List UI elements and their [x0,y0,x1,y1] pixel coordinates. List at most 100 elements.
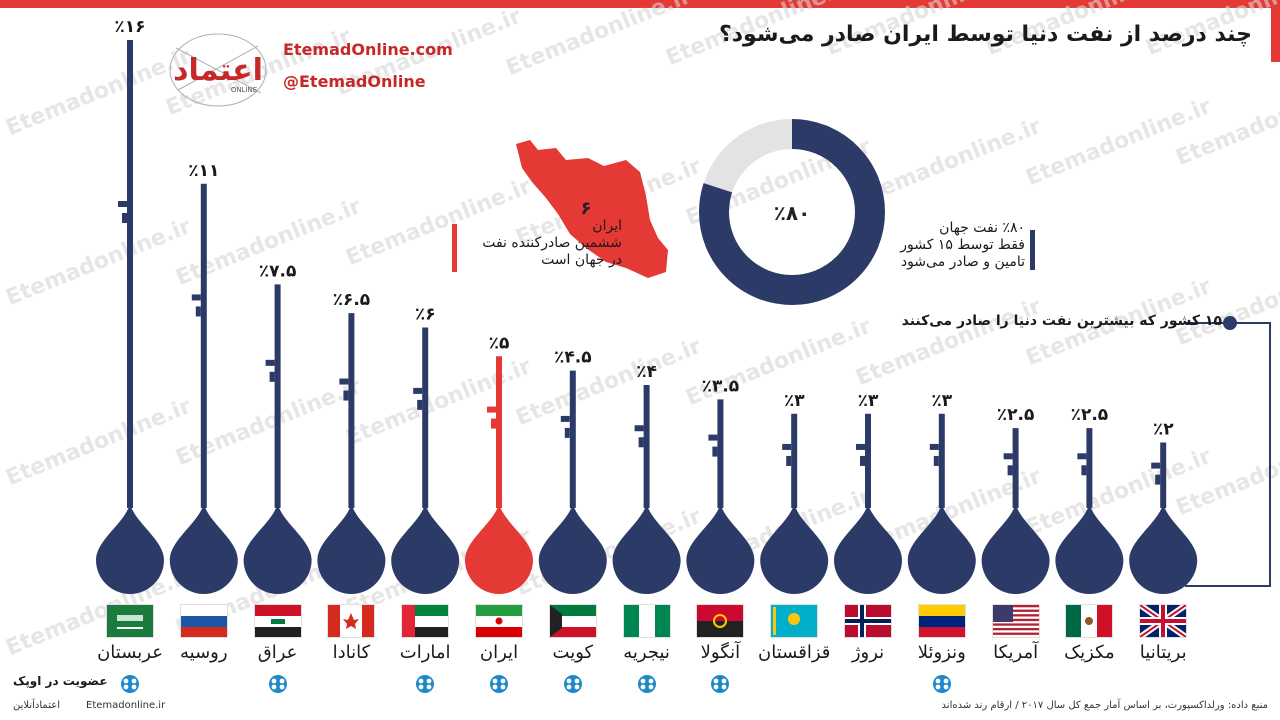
country-label: قزاقستان [758,642,831,663]
bar-fitting [269,371,275,382]
brand-url[interactable]: EtemadOnline.com [283,40,453,59]
country-label: ونزوئلا [917,642,966,663]
oil-drop-9 [760,504,829,594]
value-label: ٪۶.۵ [333,290,371,310]
oil-drop-2 [243,504,312,594]
country-label: عراق [257,642,298,663]
value-label: ٪۴.۵ [554,348,592,368]
legend-label: ۱۵ کشور که بیشترین نفت دنیا را صادر می‌ک… [901,313,1222,329]
svg-text:اعتماد: اعتماد [173,53,263,88]
country-flag-13 [1065,604,1114,638]
footer-url[interactable]: Etemadonline.ir [86,700,166,711]
donut-caption-bar [1030,230,1035,270]
value-label: ٪۲.۵ [997,405,1035,425]
bar-fitting [782,443,792,450]
value-label: ٪۳ [858,391,879,411]
oil-drop-6 [538,504,607,594]
bar-fitting [413,387,423,394]
oil-share-donut: ٪۸۰ [699,119,885,305]
country-flag-1 [179,604,228,638]
bar-fitting [487,406,496,413]
bar-fitting [343,390,349,401]
bar-stem-6 [569,370,576,508]
bar-fitting [560,415,570,422]
country-label: بریتانیا [1139,642,1187,663]
opec-icon [489,674,509,694]
oil-drop-0 [95,504,164,595]
value-label: ٪۲.۵ [1071,405,1109,425]
country-label: عربستان [97,642,163,663]
bar-fitting [564,427,570,438]
donut-caption: ٪۸۰ نفت جهان فقط توسط ۱۵ کشور تامین و صا… [900,220,1025,270]
right-accent-bar [1271,0,1280,62]
oil-drop-1 [169,504,238,594]
country-flag-7 [622,604,671,638]
bar-fitting [417,399,423,410]
oil-drop-13 [1055,504,1124,595]
bar-stem-12 [1012,428,1019,508]
country-flag-10 [844,604,892,638]
brand-handle[interactable]: @EtemadOnline [283,72,426,91]
country-label: کانادا [332,642,371,663]
legend-dot [1223,316,1237,330]
bar-fitting [933,455,939,466]
bar-fitting [708,434,718,441]
bar-fitting [122,213,127,223]
bar-fitting [1007,465,1013,476]
svg-text:ONLINE: ONLINE [231,86,257,94]
oil-drop-4 [391,504,460,594]
country-flag-3 [327,604,376,638]
value-label: ٪۴ [636,362,657,382]
country-flag-4 [401,604,450,638]
bar-fitting [1155,474,1161,485]
opec-label: عضویت در اوپک [13,674,108,688]
bar-stem-14 [1160,442,1167,508]
bar-fitting [786,455,792,466]
bar-stem-9 [791,413,798,508]
bar-stem-7 [643,385,650,508]
country-label: نروژ [851,642,885,663]
opec-icon [268,674,288,694]
country-flag-9 [770,604,819,638]
bar-fitting [1081,465,1087,476]
value-label: ٪۲ [1153,420,1174,440]
country-label: آنگولا [700,642,741,663]
bar-stem-11 [938,413,945,508]
bar-stem-13 [1086,428,1093,508]
value-label: ٪۳ [931,391,952,411]
value-label: ٪۱۶ [114,17,145,37]
donut-share-arc [699,119,885,305]
bar-fitting [860,455,865,466]
oil-drop-14 [1129,504,1198,594]
bar-fitting [1003,453,1013,460]
value-label: ٪۶ [415,305,436,325]
bar-fitting [1077,453,1087,460]
oil-drop-12 [981,504,1050,594]
opec-icon [415,674,435,694]
country-label: کویت [552,642,594,663]
oil-drop-8 [686,504,755,594]
country-label: امارات [399,642,451,663]
bar-stem-5 [496,356,502,508]
country-flag-12 [991,604,1040,638]
country-label: آمریکا [993,642,1039,663]
value-label: ٪۷.۵ [259,261,297,281]
top-accent-bar [0,0,1280,8]
page-title: چند درصد از نفت دنیا توسط ایران صادر می‌… [718,22,1252,47]
oil-drop-7 [612,504,681,594]
bar-fitting [265,359,275,366]
country-flag-8 [696,604,745,638]
iran-map: ۶ [516,140,668,278]
iran-callout-bar [452,224,457,272]
country-flag-11 [917,604,966,638]
bar-stem-4 [422,327,429,508]
iran-callout-text: ایران ششمین صادرکننده نفت در جهان است [482,218,622,268]
country-label: ایران [479,642,519,663]
value-label: ٪۳ [784,391,805,411]
bar-fitting [634,425,644,432]
bar-fitting [856,443,865,450]
bar-fitting [638,437,644,448]
bar-fitting [929,443,939,450]
opec-icon [120,674,140,694]
